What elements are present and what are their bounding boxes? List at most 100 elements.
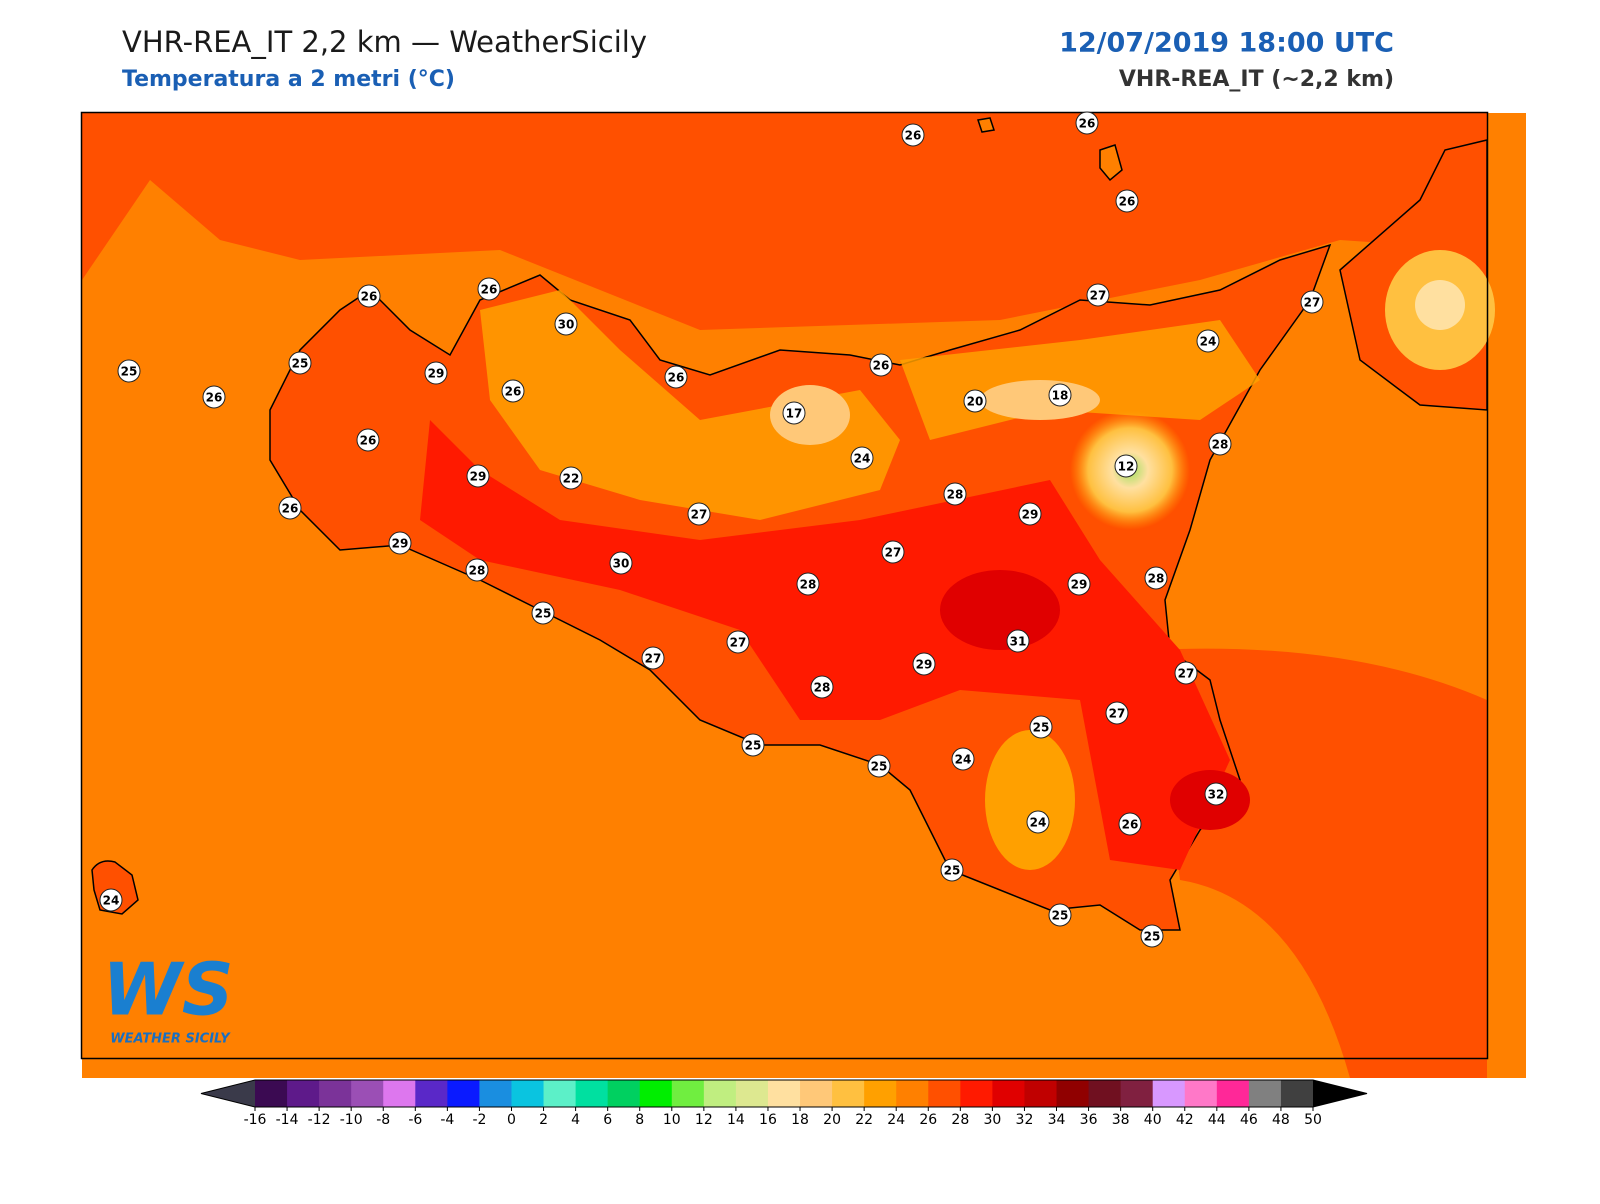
colorbar-swatch xyxy=(1184,1080,1218,1107)
colorbar-tick-label: -10 xyxy=(340,1112,363,1128)
station-label: 17 xyxy=(786,407,803,421)
station-marker xyxy=(202,385,226,409)
colorbar-tick-label: -2 xyxy=(472,1112,486,1128)
station-marker xyxy=(1105,701,1129,725)
colorbar-swatch xyxy=(1120,1080,1154,1107)
colorbar-swatch xyxy=(447,1080,480,1107)
colorbar-tick-label: 32 xyxy=(1016,1112,1034,1128)
station-label: 26 xyxy=(1122,818,1139,832)
station-marker xyxy=(531,601,555,625)
hot-zone xyxy=(420,420,1230,870)
colorbar-swatch xyxy=(383,1080,416,1107)
station-label: 25 xyxy=(121,365,138,379)
colorbar-tick-label: 8 xyxy=(635,1112,644,1128)
station-marker xyxy=(1174,661,1198,685)
station-marker xyxy=(1144,566,1168,590)
colorbar-swatch xyxy=(607,1080,641,1107)
station-label: 25 xyxy=(1033,721,1050,735)
warm-patch xyxy=(1415,280,1465,330)
station-marker xyxy=(466,464,490,488)
colorbar-tick-label: 12 xyxy=(695,1112,713,1128)
station-label: 29 xyxy=(1022,508,1039,522)
station-label: 27 xyxy=(1178,667,1195,681)
station-label: 12 xyxy=(1118,460,1135,474)
cool-zone xyxy=(985,730,1075,870)
station-label: 26 xyxy=(481,283,498,297)
station-label: 25 xyxy=(745,739,762,753)
station-marker xyxy=(609,551,633,575)
station-label: 24 xyxy=(1200,335,1217,349)
colorbar-swatch xyxy=(1152,1080,1186,1107)
colorbar-swatch xyxy=(832,1080,865,1107)
station-marker xyxy=(869,353,893,377)
station-label: 31 xyxy=(1010,635,1027,649)
colorbar-tick-label: -12 xyxy=(308,1112,331,1128)
colorbar-tick-label: 34 xyxy=(1048,1112,1066,1128)
station-marker xyxy=(796,572,820,596)
station-label: 29 xyxy=(470,470,487,484)
station-marker xyxy=(501,379,525,403)
station-label: 27 xyxy=(1090,289,1107,303)
station-label: 28 xyxy=(814,681,831,695)
station-marker xyxy=(1075,111,1099,135)
map-frame xyxy=(80,111,1489,1060)
colorbar-tick-label: 24 xyxy=(887,1112,905,1128)
station-label: 24 xyxy=(103,894,120,908)
colorbar-swatch xyxy=(1280,1080,1314,1107)
station-marker xyxy=(726,630,750,654)
station-label: 29 xyxy=(1071,578,1088,592)
station-marker xyxy=(278,496,302,520)
colorbar-swatch xyxy=(511,1080,545,1107)
station-marker xyxy=(1086,283,1110,307)
colorbar-swatch xyxy=(671,1080,705,1107)
colorbar-tick-label: 46 xyxy=(1240,1112,1258,1128)
colorbar-swatch xyxy=(255,1080,288,1107)
colorbar-tick-label: 44 xyxy=(1208,1112,1226,1128)
colorbar-swatch xyxy=(415,1080,448,1107)
logo-mark: WS xyxy=(102,948,233,1032)
station-label: 26 xyxy=(282,502,299,516)
island xyxy=(1099,144,1123,182)
station-marker xyxy=(1006,629,1030,653)
station-label: 27 xyxy=(691,508,708,522)
colorbar-tick-label: 28 xyxy=(951,1112,969,1128)
station-label: 25 xyxy=(292,357,309,371)
colorbar-swatch xyxy=(767,1080,801,1107)
colorbar-swatch xyxy=(319,1080,352,1107)
hot-zone xyxy=(940,570,1060,650)
colorbar-swatch xyxy=(479,1080,512,1107)
station-marker xyxy=(782,401,806,425)
station-marker xyxy=(1204,782,1228,806)
colorbar-tick-label: 2 xyxy=(539,1112,548,1128)
colorbar-swatch xyxy=(1024,1080,1058,1107)
colorbar-tick-label: 22 xyxy=(855,1112,873,1128)
station-label: 28 xyxy=(1212,438,1229,452)
station-label: 26 xyxy=(1119,195,1136,209)
colorbar: -16 -14 -12 -10 -8 -6 -4 -2 0 2 4 6 8 10 12 14 16 18 20 22 2… xyxy=(200,1079,1368,1128)
station-marker xyxy=(477,277,501,301)
station-label: 27 xyxy=(645,652,662,666)
title: VHR-REA_IT 2,2 km — WeatherSicily xyxy=(122,25,647,59)
station-marker xyxy=(1140,924,1164,948)
colorbar-tick-label: 48 xyxy=(1272,1112,1290,1128)
station-marker xyxy=(810,675,834,699)
station-marker xyxy=(1048,383,1072,407)
colorbar-tick-label: 30 xyxy=(983,1112,1001,1128)
station-marker xyxy=(1067,572,1091,596)
station-label: 26 xyxy=(360,434,377,448)
colorbar-tick-label: 10 xyxy=(663,1112,681,1128)
station-label: 30 xyxy=(558,318,575,332)
station-marker xyxy=(912,652,936,676)
station-marker xyxy=(465,558,489,582)
colorbar-under xyxy=(201,1080,255,1107)
station-marker xyxy=(641,646,665,670)
cool-zone xyxy=(480,290,900,520)
station-marker xyxy=(356,428,380,452)
colorbar-swatch xyxy=(639,1080,673,1107)
station-marker xyxy=(559,466,583,490)
colorbar-swatch xyxy=(800,1080,833,1107)
station-label: 18 xyxy=(1052,389,1069,403)
station-marker xyxy=(867,754,891,778)
colorbar-tick-label: 18 xyxy=(791,1112,809,1128)
